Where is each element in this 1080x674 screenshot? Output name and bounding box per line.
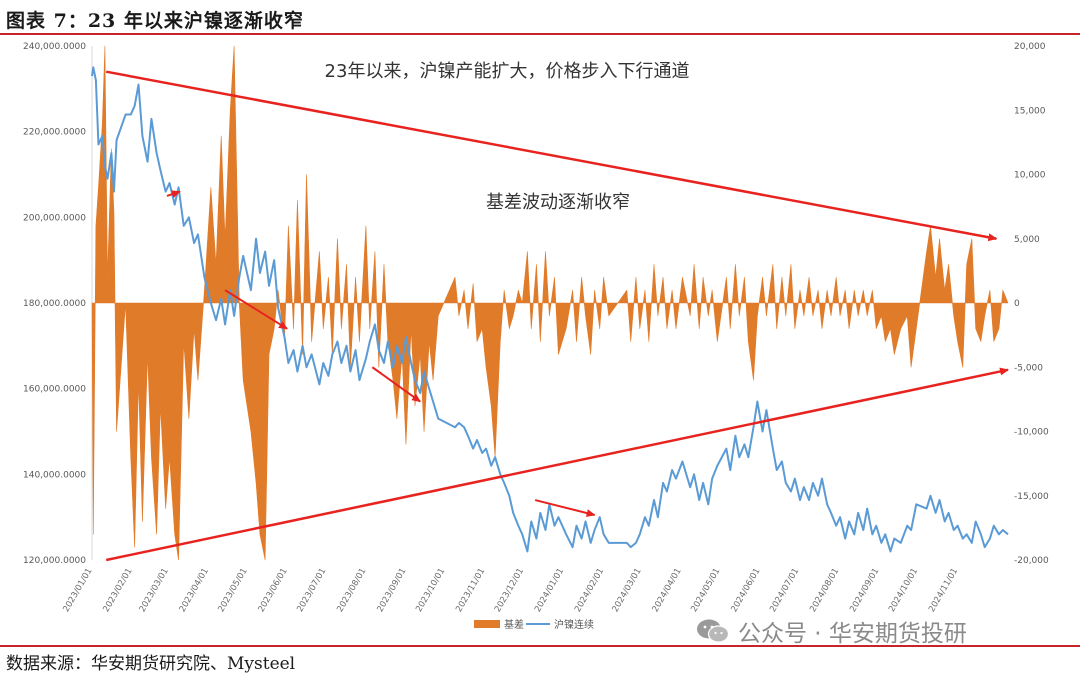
basis-price-chart: 120,000.0000 140,000.0000 160,000.0000 180,… (23, 42, 1049, 631)
left-tick-label: 240,000.0000 (23, 42, 86, 52)
x-tick-label: 2024/11/01 (927, 567, 960, 614)
x-tick-label: 2024/02/01 (573, 567, 606, 614)
x-tick-label: 2024/06/01 (729, 567, 762, 614)
right-tick-label: -15,000 (1014, 492, 1049, 502)
x-tick-label: 2023/09/01 (375, 567, 408, 614)
watermark: 公众号 · 华安期货投研 (696, 614, 967, 648)
x-tick-label: 2024/08/01 (808, 567, 841, 614)
left-tick-label: 140,000.0000 (23, 470, 86, 480)
annotation-basis-narrowing: 基差波动逐渐收窄 (486, 192, 630, 213)
price-line-layer (91, 66, 1009, 553)
left-axis: 120,000.0000 140,000.0000 160,000.0000 180,… (23, 42, 86, 566)
x-tick-label: 2023/12/01 (493, 567, 526, 614)
wechat-icon (697, 619, 730, 643)
price-trend-arrow (166, 190, 181, 198)
trend-arrow-layer (105, 70, 1009, 562)
price-trend-arrow (534, 499, 596, 517)
right-tick-label: -20,000 (1014, 556, 1049, 566)
left-tick-label: 120,000.0000 (23, 556, 86, 566)
legend: 基差 沪镍连续 (474, 618, 594, 631)
x-tick-label: 2024/10/01 (887, 567, 920, 614)
x-tick-label: 2023/07/01 (295, 567, 328, 614)
x-tick-label: 2024/03/01 (611, 567, 644, 614)
x-tick-label: 2024/05/01 (689, 567, 722, 614)
x-tick-label: 2023/01/01 (61, 567, 94, 614)
right-axis: -20,000 -15,000 -10,000 -5,000 0 5,000 10,000 1… (1014, 42, 1049, 566)
right-tick-label: -10,000 (1014, 428, 1049, 438)
right-tick-label: 15,000 (1014, 106, 1046, 116)
x-tick-label: 2023/10/01 (414, 567, 447, 614)
right-tick-label: 0 (1014, 299, 1020, 309)
left-tick-label: 160,000.0000 (23, 385, 86, 395)
title-rule (0, 33, 1080, 35)
legend-basis-swatch (474, 620, 500, 628)
source-rule (0, 645, 1080, 647)
x-tick-label: 2023/02/01 (101, 567, 134, 614)
basis-series-area (91, 45, 1009, 561)
price-trend-arrow (371, 366, 421, 403)
x-tick-label: 2024/07/01 (768, 567, 801, 614)
legend-price-label: 沪镍连续 (554, 618, 594, 631)
figure-source: 数据来源：华安期货研究院、Mysteel (6, 654, 296, 674)
right-tick-label: 5,000 (1014, 235, 1040, 245)
x-tick-label: 2024/09/01 (848, 567, 881, 614)
basis-channel-arrow (105, 70, 998, 242)
x-tick-label: 2023/11/01 (454, 567, 487, 614)
x-tick-label: 2023/04/01 (178, 567, 211, 614)
x-tick-label: 2024/04/01 (651, 567, 684, 614)
basis-area-layer (91, 45, 1009, 561)
figure-title: 图表 7：23 年以来沪镍逐渐收窄 (6, 10, 304, 32)
basis-channel-arrow (105, 367, 1009, 562)
left-tick-label: 200,000.0000 (23, 213, 86, 223)
x-tick-label: 2024/01/01 (533, 567, 566, 614)
price-trend-arrow (224, 289, 288, 330)
x-tick-label: 2023/03/01 (138, 567, 171, 614)
price-series-line (91, 66, 1009, 553)
x-tick-label: 2023/08/01 (335, 567, 368, 614)
watermark-text: 公众号 · 华安期货投研 (738, 621, 967, 647)
left-tick-label: 180,000.0000 (23, 299, 86, 309)
x-tick-label: 2023/05/01 (216, 567, 249, 614)
x-tick-label: 2023/06/01 (257, 567, 290, 614)
annotation-price-channel: 23年以来，沪镍产能扩大，价格步入下行通道 (325, 61, 690, 82)
left-tick-label: 220,000.0000 (23, 128, 86, 138)
legend-basis-label: 基差 (504, 618, 524, 631)
right-tick-label: -5,000 (1014, 363, 1043, 373)
x-axis: 2023/01/01 2023/02/01 2023/03/01 2023/04/01… (61, 567, 960, 614)
right-tick-label: 10,000 (1014, 171, 1046, 181)
right-tick-label: 20,000 (1014, 42, 1046, 52)
